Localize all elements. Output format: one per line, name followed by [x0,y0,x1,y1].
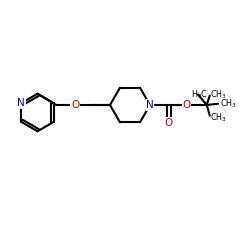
Text: N: N [18,98,25,108]
Text: CH$_3$: CH$_3$ [220,98,237,110]
Text: O: O [71,100,79,110]
Text: N: N [146,100,154,110]
Text: O: O [182,100,190,110]
Text: CH$_3$: CH$_3$ [210,111,227,124]
Text: CH$_3$: CH$_3$ [210,88,227,101]
Text: O: O [164,118,173,128]
Text: H$_3$C: H$_3$C [191,88,208,101]
